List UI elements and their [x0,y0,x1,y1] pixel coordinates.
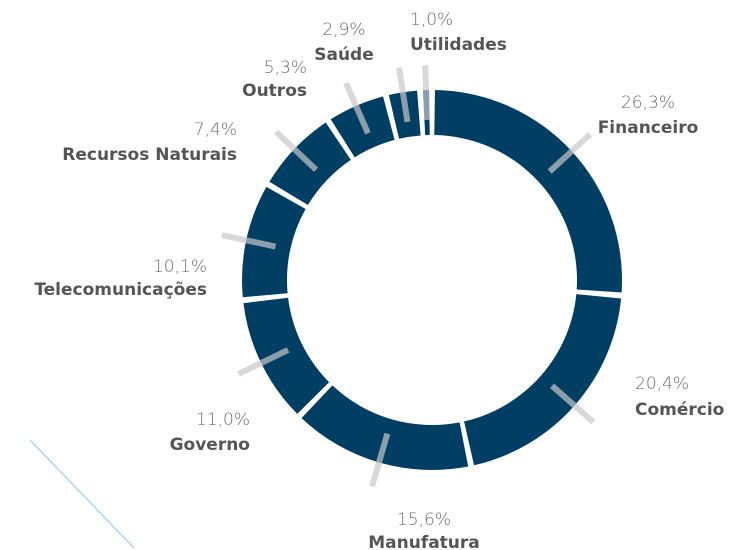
category-label: Saúde [314,45,374,65]
category-label: Governo [170,435,250,455]
leader-line [274,129,319,172]
category-label: Telecomunicações [34,280,207,300]
leader-line [550,383,596,425]
leader-line [396,67,411,123]
leader-line [237,347,290,377]
value-label: 26,3% [621,93,675,113]
value-label: 15,6% [397,510,451,530]
value-label: 7,4% [194,120,237,140]
leader-line [221,232,277,250]
donut-segment [243,297,330,414]
value-label: 11,0% [196,410,250,430]
decorative-line [29,439,135,549]
donut-segment [464,294,622,466]
leader-line [422,65,430,121]
leader-line [343,81,371,135]
category-label: Manufatura [368,533,480,550]
category-label: Financeiro [598,118,699,138]
value-label: 20,4% [635,374,689,394]
value-label: 10,1% [153,257,207,277]
leader-line [369,432,391,488]
value-label: 2,9% [322,20,365,40]
value-label: 1,0% [410,10,453,30]
leader-line [547,132,593,174]
donut-segment [301,385,469,470]
category-label: Utilidades [410,35,507,55]
donut-segment [242,186,306,298]
value-label: 5,3% [264,58,307,78]
donut-segment [434,90,622,293]
category-label: Recursos Naturais [62,145,237,165]
category-label: Outros [242,81,307,101]
category-label: Comércio [635,400,724,420]
